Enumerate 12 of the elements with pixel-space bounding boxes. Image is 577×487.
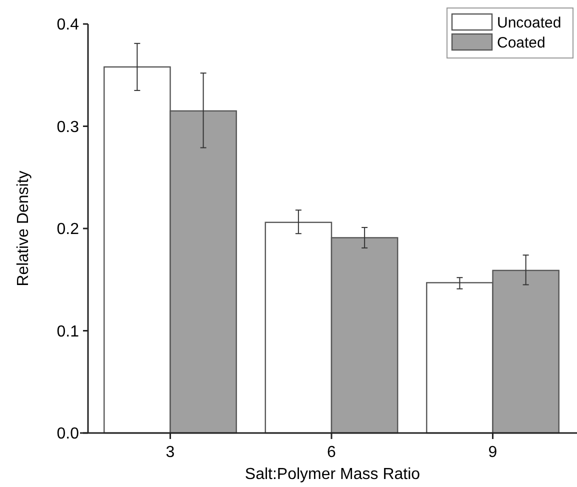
legend-label: Coated [497,34,546,52]
y-tick-label: 0.4 [56,16,80,34]
y-tick-label: 0.3 [56,118,80,136]
x-axis-title: Salt:Polymer Mass Ratio [244,466,420,483]
y-tick-label: 0.0 [56,426,80,443]
x-tick-label: 3 [166,444,175,461]
x-tick-label: 6 [327,444,336,461]
legend-label: Uncoated [497,14,562,32]
x-tick-label: 9 [488,444,498,461]
y-tick-label: 0.1 [56,323,80,340]
y-tick-label: 0.2 [56,221,80,238]
y-axis-title: Relative Density [15,170,32,286]
